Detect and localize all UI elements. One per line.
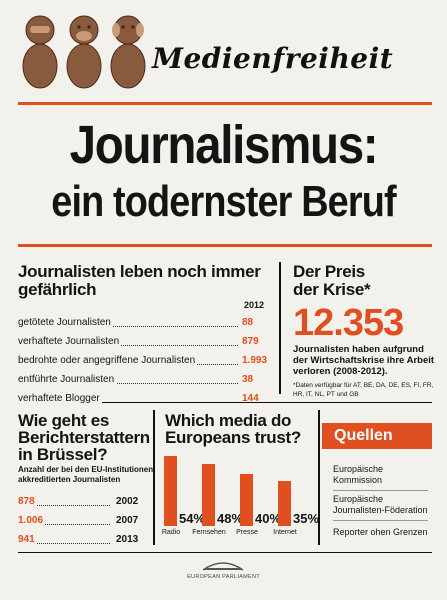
- european-parliament-logo-icon: [202, 562, 244, 571]
- danger-row-label: bedrohte oder angegriffene Journalisten: [18, 351, 198, 370]
- crisis-description: Journalisten haben aufgrund der Wirtscha…: [293, 344, 443, 377]
- danger-title-line1: Journalisten leben noch immer: [18, 262, 261, 281]
- source-item-line1: Europäische: [333, 464, 384, 474]
- danger-row-label: getötete Journalisten: [18, 313, 113, 332]
- trust-bar-value: 48%: [217, 511, 244, 526]
- trust-bar-label: Presse: [236, 529, 258, 536]
- trust-bar-value: 35%: [293, 511, 320, 526]
- brussels-title-line2: Berichterstattern: [18, 428, 150, 447]
- source-item: Reporter ohen Grenzen: [333, 527, 443, 538]
- brussels-row: 1.006 2007: [18, 511, 140, 530]
- brussels-list: 878 2002 1.006 2007 941 2013: [18, 492, 140, 549]
- danger-year: 2012: [244, 300, 265, 310]
- footer-logo-text: EUROPEAN PARLIAMENT: [187, 574, 260, 580]
- danger-row-value: 1.993: [242, 355, 268, 366]
- danger-row: bedrohte oder angegriffene Journalisten 1…: [18, 351, 276, 370]
- brussels-row-year: 2007: [116, 515, 139, 526]
- trust-bar-fernsehen: [202, 463, 215, 526]
- source-item-line2: Journalisten-Föderation: [333, 505, 428, 515]
- danger-title-line2: gefährlich: [18, 280, 97, 299]
- brussels-row-value: 1.006: [18, 511, 46, 530]
- dotted-leader: [18, 524, 110, 525]
- crisis-title-line2: der Krise*: [293, 280, 371, 299]
- danger-list: getötete Journalisten 88 verhaftete Journa…: [18, 313, 276, 408]
- source-divider: [333, 490, 428, 491]
- crisis-footnote: *Daten verfügbar für AT, BE, DA, DE, ES,…: [293, 381, 443, 399]
- headline-line1: Journalismus:: [69, 115, 379, 175]
- brussels-row: 878 2002: [18, 492, 140, 511]
- dotted-leader: [18, 345, 238, 346]
- trust-title-line1: Which media do: [165, 411, 292, 430]
- column-divider-right: [318, 410, 320, 545]
- source-item-line1: Europäische: [333, 494, 384, 504]
- trust-bar-value: 40%: [255, 511, 282, 526]
- danger-row-label: verhaftete Blogger: [18, 389, 102, 408]
- danger-row-value: 144: [242, 393, 259, 404]
- danger-row-value: 879: [242, 336, 259, 347]
- mid-rule: [18, 402, 432, 403]
- headline-line2: ein todernster Beruf: [51, 177, 396, 226]
- trust-bar-internet: [278, 480, 291, 526]
- dotted-leader: [18, 505, 110, 506]
- sources-title: Quellen: [322, 423, 432, 449]
- danger-row: getötete Journalisten 88: [18, 313, 276, 332]
- source-item-line2: Kommission: [333, 475, 383, 485]
- trust-bar-value: 54%: [179, 511, 206, 526]
- trust-title-line2: Europeans trust?: [165, 428, 301, 447]
- crisis-number: 12.353: [293, 302, 404, 344]
- source-item: Europäische Kommission: [333, 464, 443, 486]
- brussels-row-year: 2002: [116, 496, 139, 507]
- source-item: Europäische Journalisten-Föderation: [333, 494, 443, 516]
- danger-row-value: 88: [242, 317, 254, 328]
- trust-bar-label: Internet: [273, 529, 297, 536]
- source-item-line1: Reporter ohen Grenzen: [333, 527, 428, 537]
- masthead-title: Medienfreiheit: [152, 42, 394, 75]
- danger-row-value: 38: [242, 374, 254, 385]
- crisis-title-line1: Der Preis: [293, 262, 365, 281]
- crisis-desc-line3: verloren (2008-2012).: [293, 366, 388, 377]
- crisis-desc-line1: Journalisten haben aufgrund: [293, 344, 424, 355]
- brussels-row-value: 878: [18, 492, 37, 511]
- crisis-footnote-line2: HR, IT, NL, PT und GB: [293, 391, 359, 398]
- trust-bar-presse: [240, 474, 253, 526]
- column-divider-left: [153, 410, 155, 545]
- brussels-title-line1: Wie geht es: [18, 411, 110, 430]
- danger-row: verhaftete Journalisten 879: [18, 332, 276, 351]
- trust-bar-label: Fernsehen: [192, 529, 226, 536]
- brussels-row-value: 941: [18, 530, 37, 549]
- danger-row: verhaftete Blogger 144: [18, 389, 276, 408]
- crisis-desc-line2: der Wirtschaftskrise ihre Arbeit: [293, 355, 435, 366]
- dotted-leader: [18, 383, 238, 384]
- brussels-row-year: 2013: [116, 534, 139, 545]
- danger-row: entführte Journalisten 38: [18, 370, 276, 389]
- brussels-title-line3: in Brüssel?: [18, 445, 108, 464]
- dotted-leader: [18, 543, 110, 544]
- trust-chart: 54% Radio 48% Fernsehen 40% Presse 35% Internet: [160, 448, 320, 543]
- trust-bar-radio: [164, 455, 177, 526]
- brussels-sub-line1: Anzahl der bei den EU-Institutionen: [18, 465, 154, 474]
- brussels-subtitle: Anzahl der bei den EU-Institutionen akkr…: [18, 465, 153, 485]
- danger-row-label: entführte Journalisten: [18, 370, 117, 389]
- column-divider-top: [279, 262, 281, 394]
- trust-bar-label: Radio: [161, 529, 181, 536]
- top-rule: [18, 102, 432, 105]
- crisis-footnote-line1: *Daten verfügbar für AT, BE, DA, DE, ES,…: [293, 382, 434, 389]
- headline-rule: [18, 244, 432, 247]
- brussels-row: 941 2013: [18, 530, 140, 549]
- dotted-leader: [18, 326, 238, 327]
- brussels-sub-line2: akkreditierten Journalisten: [18, 475, 121, 484]
- danger-row-label: verhaftete Journalisten: [18, 332, 122, 351]
- source-divider: [333, 520, 428, 521]
- three-monkeys-icon: [22, 15, 146, 89]
- footer-rule: [18, 552, 432, 553]
